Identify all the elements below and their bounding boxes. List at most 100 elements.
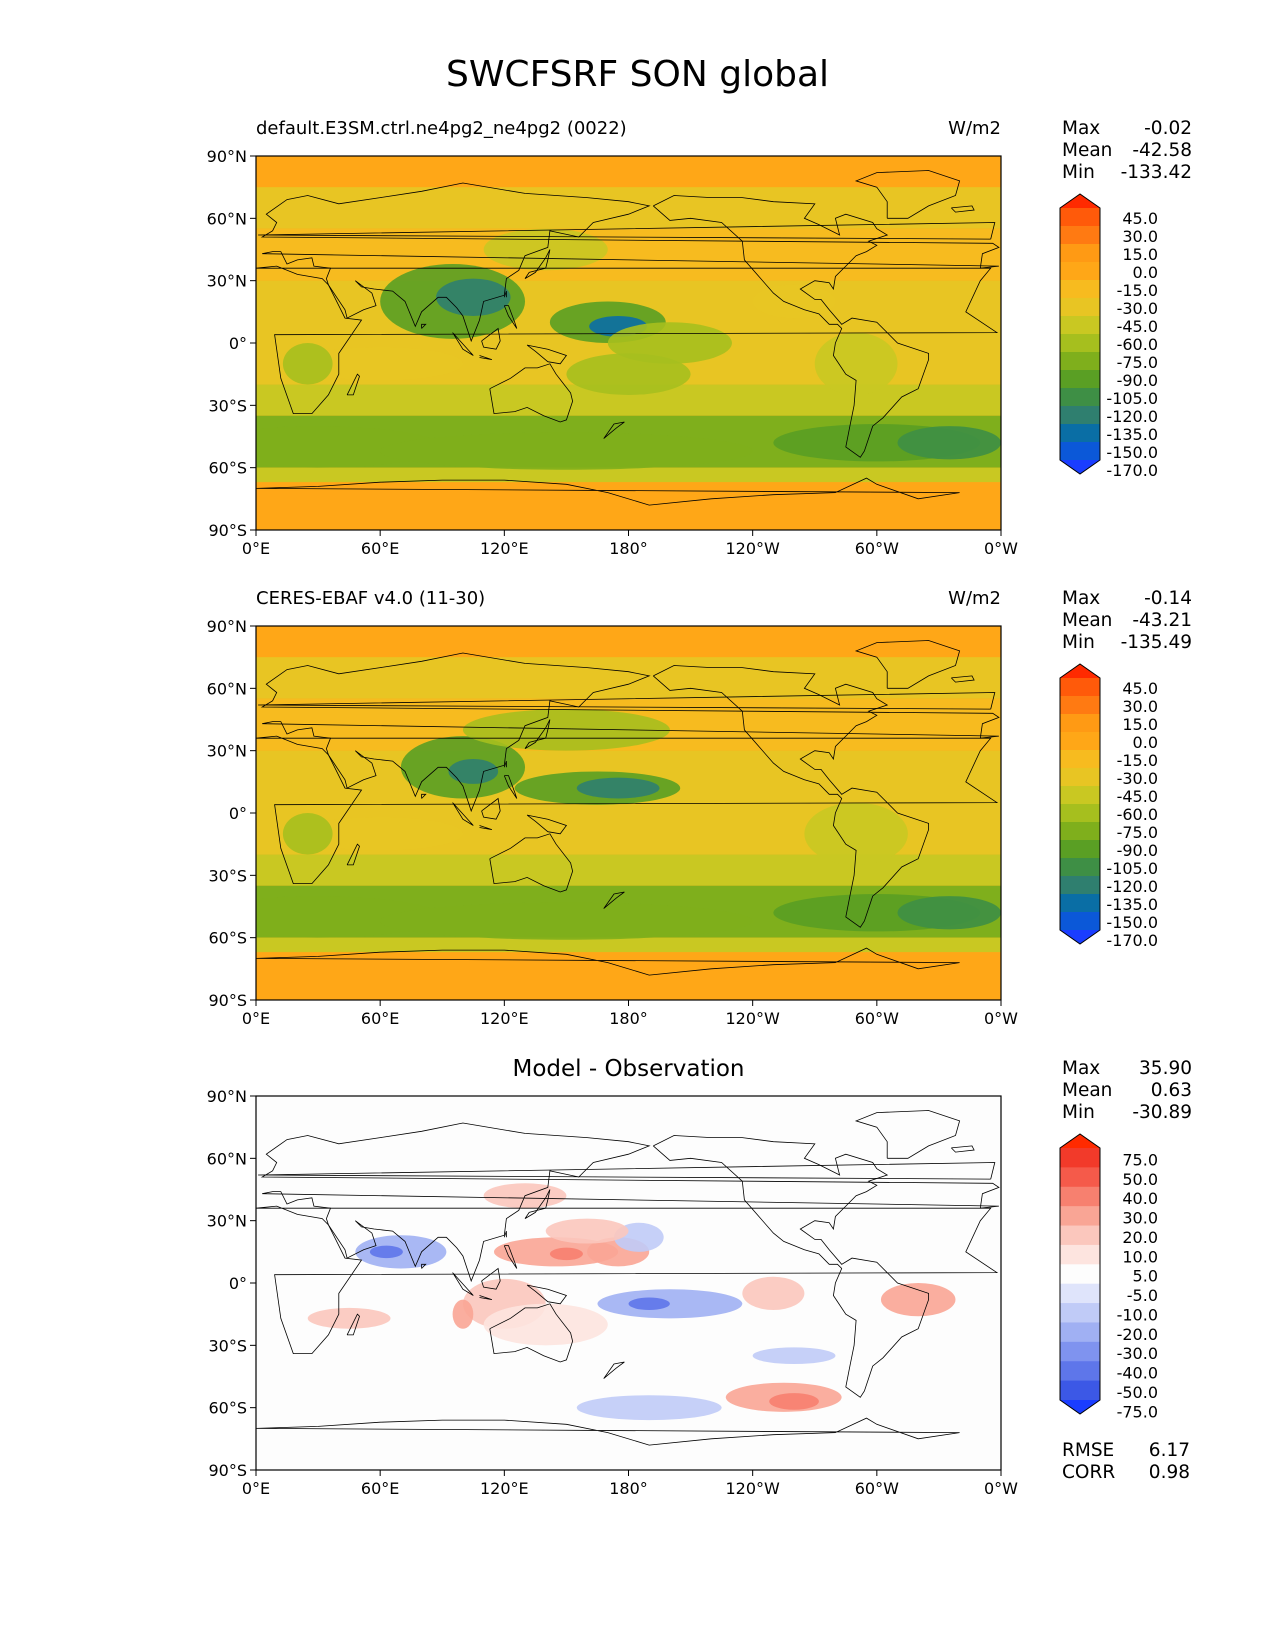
colorbar-top-extension xyxy=(1060,194,1100,208)
lat-tick-label: 90°N xyxy=(207,1087,247,1106)
colorbar-tick-label: 45.0 xyxy=(1122,209,1158,228)
colorbar-tick-label: 45.0 xyxy=(1122,679,1158,698)
figure-title: SWCFSRF SON global xyxy=(445,54,830,95)
colorbar-bottom-extension xyxy=(1060,460,1100,474)
lat-tick-label: 30°S xyxy=(208,396,247,415)
colorbar-tick-label: 30.0 xyxy=(1122,227,1158,246)
coastline xyxy=(481,327,501,350)
coastline xyxy=(951,205,975,213)
colorbar-segment xyxy=(1060,1380,1100,1401)
coastline xyxy=(481,1267,501,1290)
colorbar-tick-label: 75.0 xyxy=(1122,1150,1158,1169)
colorbar-segment xyxy=(1060,226,1100,245)
colorbar-segment xyxy=(1060,244,1100,263)
field-blob xyxy=(880,1283,956,1317)
field-blob xyxy=(483,1303,608,1346)
field-blob xyxy=(307,1307,391,1329)
colorbar-tick-label: 40.0 xyxy=(1122,1189,1158,1208)
coastline xyxy=(260,182,1000,343)
coastline xyxy=(526,344,568,365)
field-blob xyxy=(549,1247,583,1261)
coastline xyxy=(524,719,551,749)
stat-mean-label: Mean xyxy=(1062,140,1113,161)
lon-tick-label: 60°W xyxy=(855,1009,899,1026)
lat-tick-label: 30°N xyxy=(207,742,247,761)
colorbar-tick-label: -120.0 xyxy=(1106,877,1158,896)
coastline xyxy=(346,1313,360,1336)
lat-tick-label: 0° xyxy=(229,334,247,353)
colorbar-segment xyxy=(1060,1361,1100,1382)
stat-min-value: -30.89 xyxy=(1132,1102,1192,1123)
colorbar-tick-label: -60.0 xyxy=(1117,335,1158,354)
lat-tick-label: 60°N xyxy=(207,209,247,228)
colorbar-tick-label: -90.0 xyxy=(1117,371,1158,390)
coastline xyxy=(256,735,999,884)
field-blob xyxy=(897,896,1001,930)
colorbar-segment xyxy=(1060,208,1100,227)
stat-min-label: Min xyxy=(1062,632,1095,653)
coastline xyxy=(481,797,501,820)
coastline xyxy=(854,640,961,689)
coastline xyxy=(524,249,551,279)
coastline xyxy=(421,1263,427,1269)
coastline xyxy=(653,1135,929,1398)
coastline xyxy=(258,1162,996,1180)
lat-tick-label: 90°S xyxy=(208,1461,247,1480)
colorbar-segment xyxy=(1060,732,1100,751)
coastline xyxy=(258,692,996,710)
colorbar-bottom-extension xyxy=(1060,930,1100,944)
coastline xyxy=(603,421,625,439)
lon-tick-label: 0°W xyxy=(984,539,1018,556)
stat-min-label: Min xyxy=(1062,162,1095,183)
field-band xyxy=(256,952,1001,1000)
colorbar-segment xyxy=(1060,822,1100,841)
colorbar-tick-label: -10.0 xyxy=(1117,1305,1158,1324)
map-plot: 90°N 60°N 30°N 0° 30°S 60°S 90°S0°E 60°E 120°E 18… xyxy=(207,147,1019,556)
colorbar-tick-label: -75.0 xyxy=(1117,823,1158,842)
stat-max-label: Max xyxy=(1062,1058,1101,1079)
coastline xyxy=(452,1272,474,1296)
map-plot: 90°N 60°N 30°N 0° 30°S 60°S 90°S0°E 60°E 120°E 18… xyxy=(207,1087,1019,1496)
stat-mean-label: Mean xyxy=(1062,1080,1113,1101)
colorbar-tick-label: -45.0 xyxy=(1117,787,1158,806)
coastlines xyxy=(256,1110,1000,1446)
field-band xyxy=(256,187,1001,229)
coastline xyxy=(256,947,960,976)
colorbar-segment xyxy=(1060,1264,1100,1285)
rmse-value: 6.17 xyxy=(1148,1440,1190,1461)
lat-tick-label: 0° xyxy=(229,804,247,823)
colorbar-tick-label: -50.0 xyxy=(1117,1383,1158,1402)
stats-block: Max -0.02 Mean -42.58 Min -133.42 xyxy=(1062,118,1192,184)
colorbar-bottom-extension xyxy=(1060,1400,1100,1414)
lat-tick-label: 60°N xyxy=(207,1149,247,1168)
coastline xyxy=(489,363,574,423)
colorbar-tick-label: -90.0 xyxy=(1117,841,1158,860)
colorbar-segment xyxy=(1060,1225,1100,1246)
lon-tick-label: 120°E xyxy=(480,539,529,556)
coastline xyxy=(503,1245,518,1269)
colorbar-outline xyxy=(1059,1133,1101,1415)
lat-tick-label: 60°S xyxy=(208,929,247,948)
coastline xyxy=(421,323,427,329)
coastline xyxy=(526,814,568,835)
lon-tick-label: 0°W xyxy=(984,1479,1018,1496)
lon-tick-label: 180° xyxy=(609,539,648,556)
coastline xyxy=(854,1110,961,1159)
colorbar-tick-label: 30.0 xyxy=(1122,1209,1158,1228)
field-blob xyxy=(804,802,908,865)
colorbar-top-extension xyxy=(1060,664,1100,678)
coastline xyxy=(951,675,975,683)
coastline xyxy=(256,1205,999,1354)
field-blob xyxy=(380,432,753,470)
coastline xyxy=(603,1361,625,1379)
coastline xyxy=(258,222,996,240)
colorbar-tick-label: -30.0 xyxy=(1117,769,1158,788)
coastline xyxy=(489,1303,574,1363)
colorbar-tick-label: -20.0 xyxy=(1117,1325,1158,1344)
stat-mean-label: Mean xyxy=(1062,610,1113,631)
coastline xyxy=(256,477,960,506)
lon-tick-label: 120°W xyxy=(725,539,780,556)
colorbar-segment xyxy=(1060,1167,1100,1188)
field-band xyxy=(256,657,1001,699)
colorbar-tick-label: -120.0 xyxy=(1106,407,1158,426)
